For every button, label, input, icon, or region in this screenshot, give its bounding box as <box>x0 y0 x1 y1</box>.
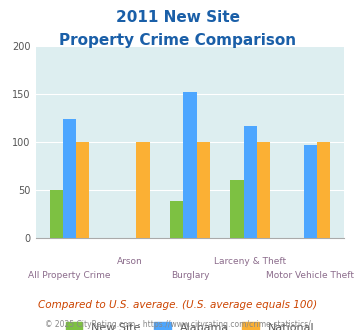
Bar <box>50 190 63 238</box>
Bar <box>170 201 183 238</box>
Bar <box>183 92 197 238</box>
Bar <box>317 142 330 238</box>
Text: Larceny & Theft: Larceny & Theft <box>214 257 286 266</box>
Text: All Property Crime: All Property Crime <box>28 271 111 280</box>
Text: Burglary: Burglary <box>171 271 209 280</box>
Legend: New Site, Alabama, National: New Site, Alabama, National <box>61 318 319 330</box>
Text: Motor Vehicle Theft: Motor Vehicle Theft <box>267 271 354 280</box>
Bar <box>136 142 149 238</box>
Text: Property Crime Comparison: Property Crime Comparison <box>59 33 296 48</box>
Bar <box>304 145 317 238</box>
Bar <box>63 119 76 238</box>
Text: © 2025 CityRating.com - https://www.cityrating.com/crime-statistics/: © 2025 CityRating.com - https://www.city… <box>45 320 310 329</box>
Bar <box>197 142 210 238</box>
Text: 2011 New Site: 2011 New Site <box>115 10 240 25</box>
Text: Compared to U.S. average. (U.S. average equals 100): Compared to U.S. average. (U.S. average … <box>38 300 317 310</box>
Text: Arson: Arson <box>117 257 143 266</box>
Bar <box>76 142 89 238</box>
Bar <box>244 126 257 238</box>
Bar <box>257 142 270 238</box>
Bar <box>230 180 244 238</box>
